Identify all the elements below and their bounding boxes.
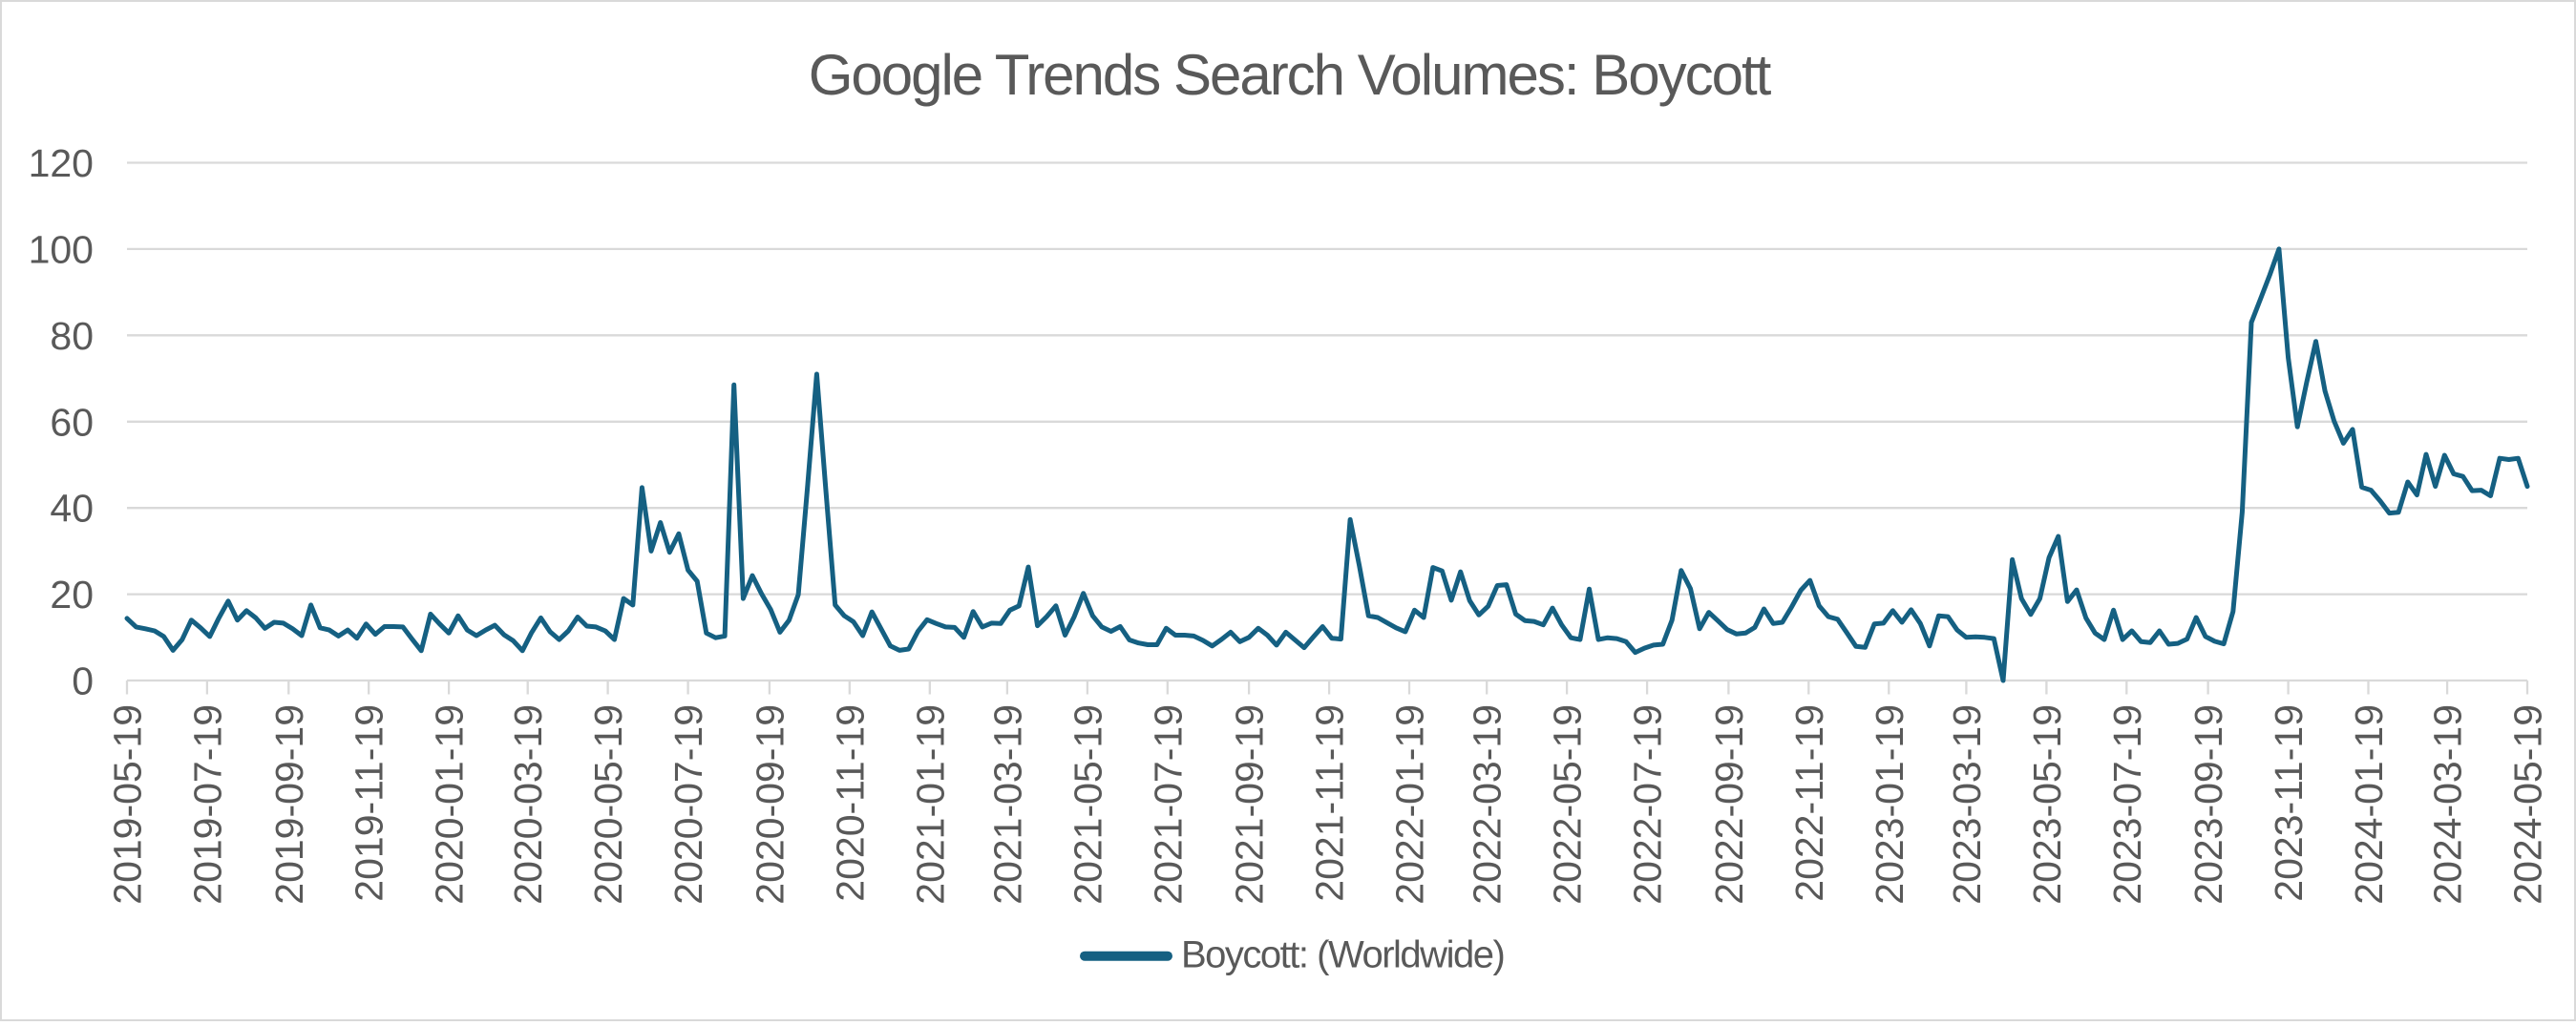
svg-text:2023-07-19: 2023-07-19: [2105, 704, 2149, 905]
svg-text:2022-11-19: 2022-11-19: [1787, 704, 1831, 902]
svg-text:2019-07-19: 2019-07-19: [185, 704, 229, 905]
svg-text:2020-11-19: 2020-11-19: [828, 704, 872, 902]
svg-text:2020-01-19: 2020-01-19: [428, 704, 472, 905]
svg-text:2020-07-19: 2020-07-19: [666, 704, 710, 905]
svg-text:2021-03-19: 2021-03-19: [985, 704, 1029, 905]
svg-text:2021-09-19: 2021-09-19: [1228, 704, 1272, 905]
svg-text:2022-07-19: 2022-07-19: [1626, 704, 1670, 905]
svg-text:40: 40: [50, 487, 94, 531]
svg-text:2021-01-19: 2021-01-19: [908, 704, 952, 905]
svg-text:2019-09-19: 2019-09-19: [267, 704, 311, 905]
svg-text:2023-01-19: 2023-01-19: [1868, 704, 1911, 905]
svg-text:2024-05-19: 2024-05-19: [2506, 704, 2550, 905]
svg-text:2022-05-19: 2022-05-19: [1546, 704, 1590, 905]
svg-text:Boycott: (Worldwide): Boycott: (Worldwide): [1181, 934, 1504, 976]
svg-text:120: 120: [29, 141, 94, 185]
svg-text:2023-09-19: 2023-09-19: [2186, 704, 2230, 905]
svg-text:2021-07-19: 2021-07-19: [1146, 704, 1190, 905]
svg-text:60: 60: [50, 400, 94, 444]
svg-text:2022-09-19: 2022-09-19: [1707, 704, 1751, 905]
svg-text:80: 80: [50, 314, 94, 358]
svg-text:2019-05-19: 2019-05-19: [106, 704, 150, 905]
svg-text:2024-01-19: 2024-01-19: [2347, 704, 2391, 905]
svg-text:2023-05-19: 2023-05-19: [2025, 704, 2069, 905]
svg-text:2020-05-19: 2020-05-19: [586, 704, 630, 905]
svg-text:2024-03-19: 2024-03-19: [2426, 704, 2470, 905]
svg-text:2020-03-19: 2020-03-19: [506, 704, 550, 905]
svg-text:2023-11-19: 2023-11-19: [2267, 704, 2311, 902]
svg-text:2019-11-19: 2019-11-19: [348, 704, 391, 902]
svg-text:Google Trends Search Volumes:: Google Trends Search Volumes: Boycott: [809, 43, 1772, 107]
svg-text:20: 20: [50, 573, 94, 617]
svg-text:2022-01-19: 2022-01-19: [1388, 704, 1432, 905]
svg-text:0: 0: [72, 660, 94, 703]
svg-text:100: 100: [29, 227, 94, 271]
svg-text:2021-05-19: 2021-05-19: [1066, 704, 1109, 905]
svg-text:2023-03-19: 2023-03-19: [1945, 704, 1989, 905]
svg-text:2020-09-19: 2020-09-19: [748, 704, 792, 905]
svg-text:2022-03-19: 2022-03-19: [1466, 704, 1510, 905]
svg-text:2021-11-19: 2021-11-19: [1308, 704, 1352, 902]
